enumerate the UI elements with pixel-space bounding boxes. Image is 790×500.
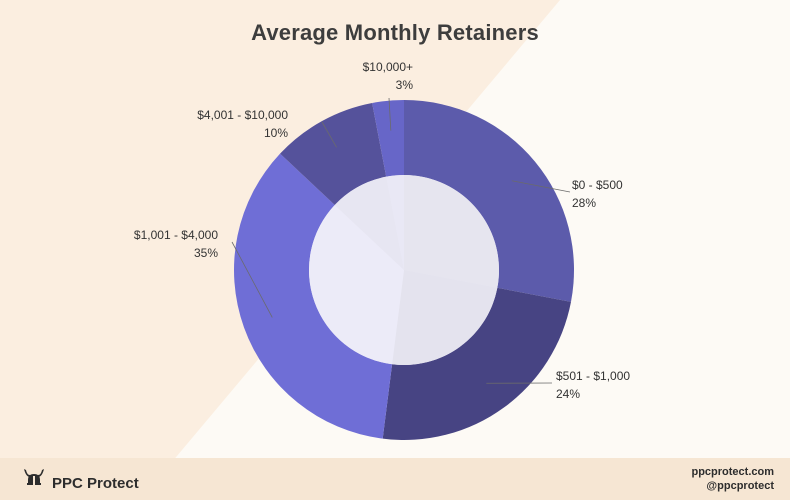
hole-wedge-3 <box>334 176 404 270</box>
slice-label-2: $1,001 - $4,000 35% <box>134 226 218 262</box>
slice-label-name: $4,001 - $10,000 <box>197 108 288 122</box>
slice-label-4: $10,000+ 3% <box>363 58 413 94</box>
leader-line-3 <box>321 121 337 148</box>
brand-name: PPC Protect <box>52 475 139 492</box>
slice-label-name: $501 - $1,000 <box>556 369 631 383</box>
slice-label-percent: 35% <box>193 246 218 260</box>
slice-label-1: $501 - $1,000 24% <box>556 367 630 403</box>
hole-wedge-0 <box>404 175 500 288</box>
slice-label-percent: 28% <box>572 196 597 210</box>
leader-line-0 <box>511 180 571 193</box>
slice-label-name: $1,001 - $4,000 <box>133 228 218 242</box>
donut-hole-shading <box>309 175 500 365</box>
footer-contact: ppcprotect.com @ppcprotect <box>691 465 774 493</box>
hole-wedge-4 <box>386 175 404 270</box>
hole-wedge-2 <box>309 204 404 365</box>
social-handle: @ppcprotect <box>706 480 774 492</box>
website-text: ppcprotect.com <box>691 466 774 478</box>
slice-label-percent: 10% <box>263 126 288 140</box>
slice-label-0: $0 - $500 28% <box>572 176 623 212</box>
hole-wedge-1 <box>392 270 498 365</box>
slice-label-percent: 24% <box>556 387 581 401</box>
chart-title: Average Monthly Retainers <box>251 20 539 45</box>
slice-label-name: $10,000+ <box>362 60 413 74</box>
footer-bar: PPC Protect ppcprotect.com @ppcprotect <box>0 458 790 500</box>
slice-label-3: $4,001 - $10,000 10% <box>197 106 288 142</box>
leader-line-4 <box>388 97 392 131</box>
slice-label-name: $0 - $500 <box>572 178 623 192</box>
leader-line-2 <box>231 241 273 318</box>
viking-helmet-icon <box>24 469 44 485</box>
slice-label-percent: 3% <box>395 78 413 92</box>
